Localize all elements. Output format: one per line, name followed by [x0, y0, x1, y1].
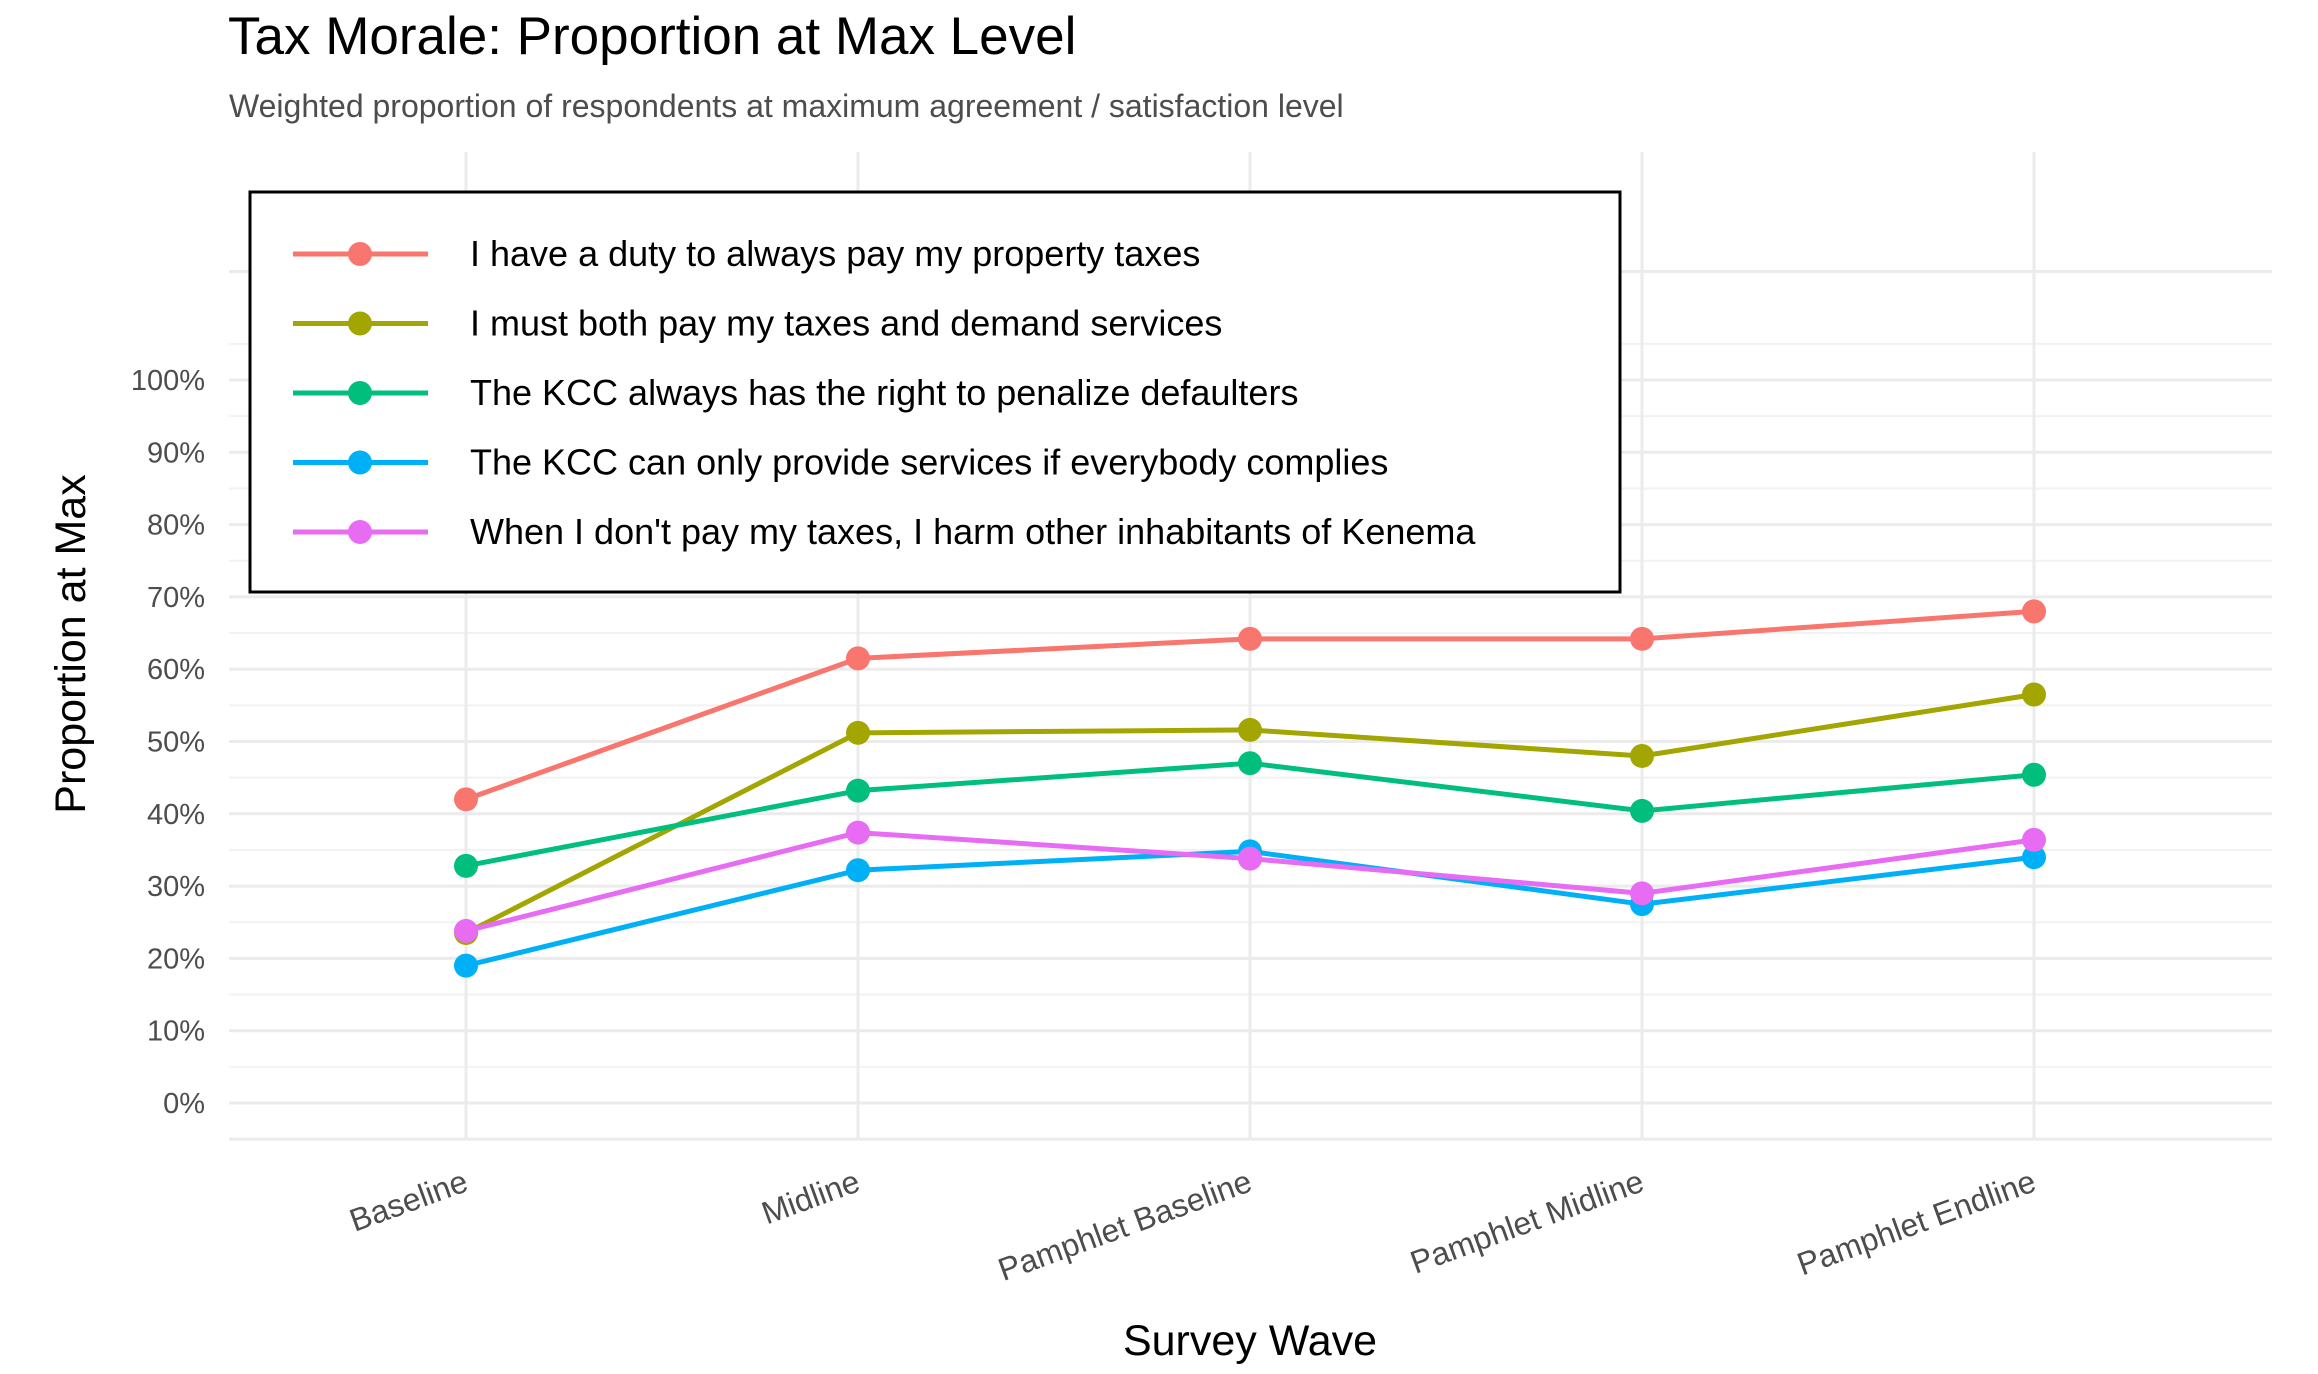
- legend-marker-5: [348, 520, 372, 544]
- data-point-series-3: [2022, 762, 2046, 787]
- legend-marker-3: [348, 381, 372, 405]
- data-point-series-2: [1630, 743, 1654, 768]
- x-tick-label: Pamphlet Baseline: [993, 1163, 1256, 1288]
- x-axis-title: Survey Wave: [1123, 1317, 1377, 1365]
- legend-marker-1: [348, 242, 372, 266]
- data-point-series-1: [1238, 626, 1262, 651]
- legend-label-5: When I don't pay my taxes, I harm other …: [470, 511, 1476, 552]
- data-point-series-5: [2022, 827, 2046, 852]
- data-point-series-5: [1238, 846, 1262, 871]
- y-tick-label: 100%: [131, 365, 205, 397]
- data-point-series-2: [846, 720, 870, 745]
- data-point-series-4: [454, 953, 478, 978]
- data-point-series-1: [454, 787, 478, 812]
- y-tick-label: 70%: [147, 582, 205, 614]
- data-point-series-4: [846, 858, 870, 883]
- data-point-series-4: [2022, 845, 2046, 870]
- legend-label-4: The KCC can only provide services if eve…: [470, 442, 1388, 483]
- data-point-series-5: [846, 820, 870, 845]
- legend-marker-2: [348, 311, 372, 336]
- data-point-series-3: [846, 778, 870, 803]
- y-tick-label: 40%: [147, 799, 205, 831]
- data-point-series-2: [1238, 717, 1262, 742]
- legend-label-2: I must both pay my taxes and demand serv…: [470, 303, 1222, 344]
- x-tick-label: Pamphlet Midline: [1405, 1163, 1648, 1281]
- y-tick-label: 20%: [147, 943, 205, 975]
- legend-label-3: The KCC always has the right to penalize…: [470, 372, 1298, 413]
- y-axis-title: Proportion at Max: [47, 474, 95, 814]
- chart-title: Tax Morale: Proportion at Max Level: [228, 7, 1077, 66]
- y-tick-label: 50%: [147, 727, 205, 759]
- data-point-series-3: [1238, 751, 1262, 776]
- data-point-series-1: [846, 646, 870, 671]
- y-tick-label: 30%: [147, 871, 205, 903]
- legend-box: [248, 190, 1622, 594]
- y-tick-label: 10%: [147, 1016, 205, 1048]
- x-tick-label: Pamphlet Endline: [1792, 1163, 2040, 1283]
- y-tick-label: 90%: [147, 437, 205, 469]
- y-tick-label: 0%: [163, 1088, 205, 1120]
- data-point-series-5: [1630, 881, 1654, 906]
- data-point-series-1: [2022, 599, 2046, 624]
- chart-subtitle: Weighted proportion of respondents at ma…: [229, 88, 1344, 124]
- x-tick-label: Baseline: [345, 1163, 473, 1239]
- x-tick-label: Midline: [757, 1163, 865, 1232]
- legend-marker-4: [348, 450, 372, 475]
- data-point-series-2: [2022, 682, 2046, 707]
- legend-label-1: I have a duty to always pay my property …: [470, 233, 1200, 274]
- data-point-series-3: [1630, 798, 1654, 823]
- y-tick-label: 60%: [147, 654, 205, 686]
- data-point-series-3: [454, 853, 478, 878]
- y-tick-label: 80%: [147, 510, 205, 542]
- data-point-series-1: [1630, 626, 1654, 651]
- data-point-series-5: [454, 918, 478, 943]
